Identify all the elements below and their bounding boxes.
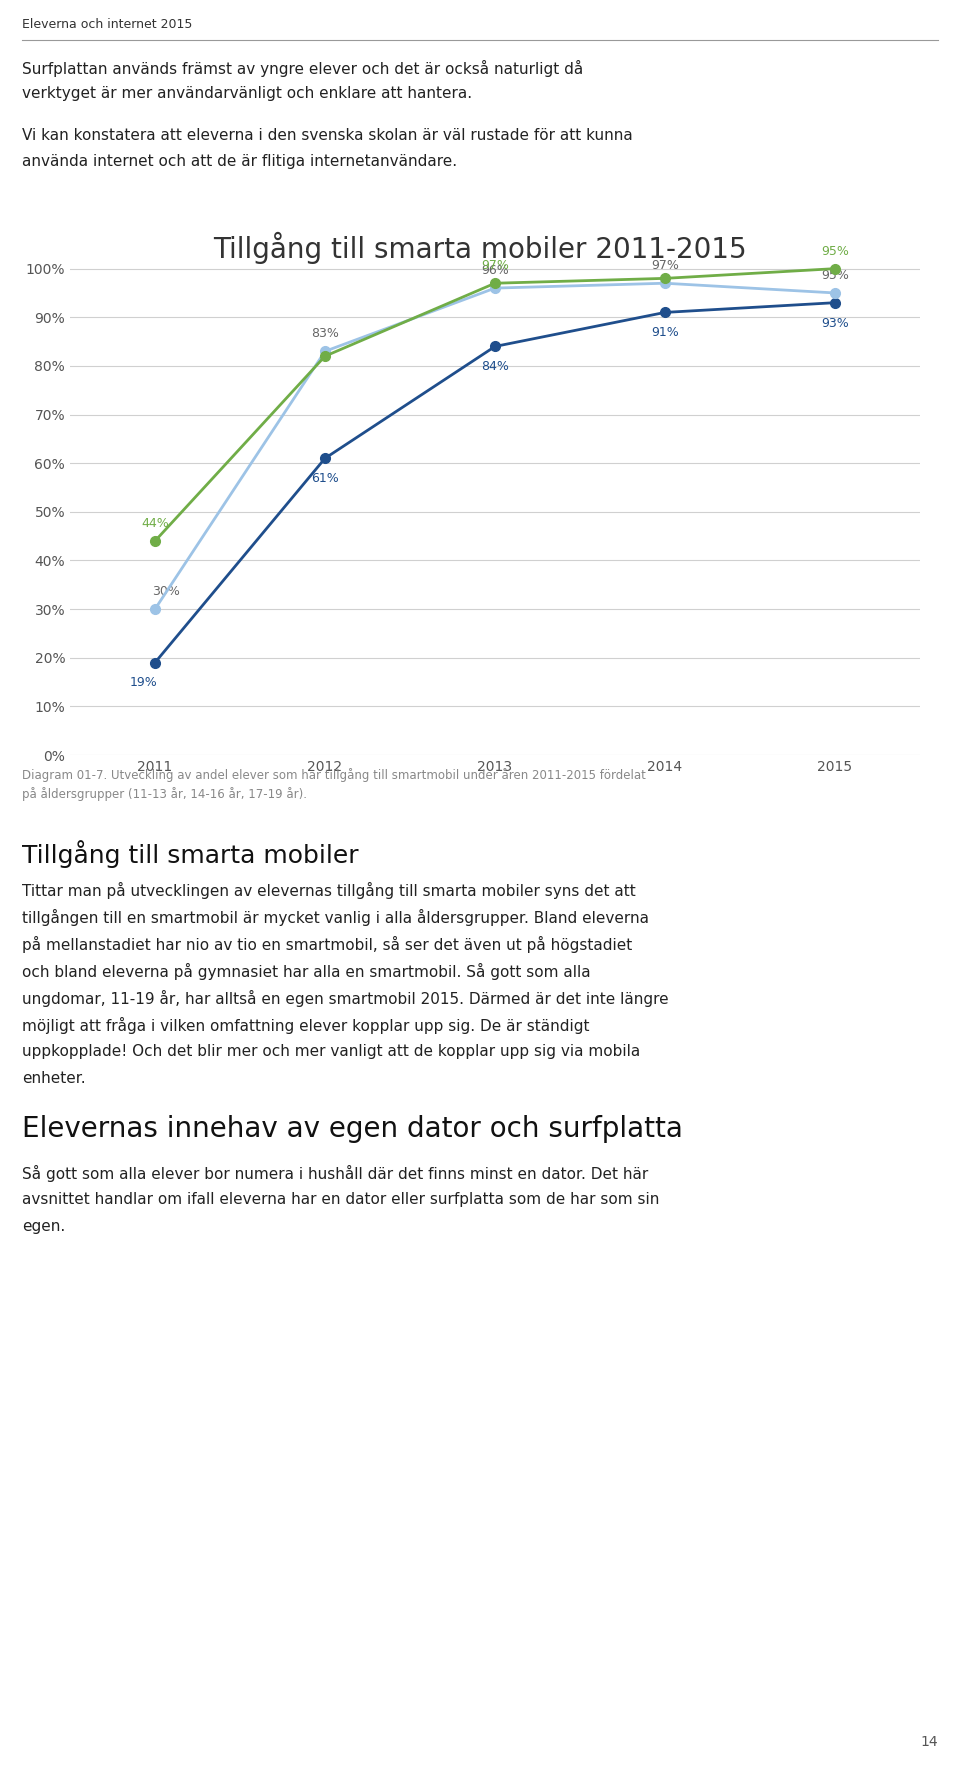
Text: 96%: 96% <box>481 264 509 278</box>
Text: 83%: 83% <box>311 327 339 340</box>
Text: 61%: 61% <box>311 472 339 485</box>
Text: 97%: 97% <box>651 258 679 272</box>
Text: Tillgång till smarta mobiler 2011-2015: Tillgång till smarta mobiler 2011-2015 <box>213 232 747 264</box>
Text: 95%: 95% <box>821 244 849 258</box>
Text: Elevernas innehav av egen dator och surfplatta: Elevernas innehav av egen dator och surf… <box>22 1114 683 1143</box>
Text: 14: 14 <box>921 1735 938 1750</box>
Text: 44%: 44% <box>141 517 169 531</box>
Text: Så gott som alla elever bor numera i hushåll där det finns minst en dator. Det h: Så gott som alla elever bor numera i hus… <box>22 1166 648 1182</box>
Text: egen.: egen. <box>22 1219 65 1235</box>
Text: Tillgång till smarta mobiler: Tillgång till smarta mobiler <box>22 840 359 869</box>
Text: verktyget är mer användarvänligt och enklare att hantera.: verktyget är mer användarvänligt och enk… <box>22 87 472 101</box>
Text: ungdomar, 11-19 år, har alltså en egen smartmobil 2015. Därmed är det inte längr: ungdomar, 11-19 år, har alltså en egen s… <box>22 991 668 1007</box>
Text: 19%: 19% <box>130 676 157 690</box>
Text: Eleverna och internet 2015: Eleverna och internet 2015 <box>22 18 192 32</box>
Text: tillgången till en smartmobil är mycket vanlig i alla åldersgrupper. Bland eleve: tillgången till en smartmobil är mycket … <box>22 909 649 925</box>
Text: 30%: 30% <box>153 586 180 598</box>
Text: uppkopplade! Och det blir mer och mer vanligt att de kopplar upp sig via mobila: uppkopplade! Och det blir mer och mer va… <box>22 1044 640 1060</box>
Text: avsnittet handlar om ifall eleverna har en dator eller surfplatta som de har som: avsnittet handlar om ifall eleverna har … <box>22 1192 660 1206</box>
Text: enheter.: enheter. <box>22 1070 85 1086</box>
Text: Diagram 01-7. Utveckling av andel elever som har tillgång till smartmobil under : Diagram 01-7. Utveckling av andel elever… <box>22 768 646 801</box>
Text: Vi kan konstatera att eleverna i den svenska skolan är väl rustade för att kunna: Vi kan konstatera att eleverna i den sve… <box>22 127 633 143</box>
Text: använda internet och att de är flitiga internetanvändare.: använda internet och att de är flitiga i… <box>22 154 457 170</box>
Text: 93%: 93% <box>821 317 849 329</box>
Text: 91%: 91% <box>651 325 679 340</box>
Text: 97%: 97% <box>481 258 509 272</box>
Text: Surfplattan används främst av yngre elever och det är också naturligt då: Surfplattan används främst av yngre elev… <box>22 60 584 78</box>
Text: Tittar man på utvecklingen av elevernas tillgång till smarta mobiler syns det at: Tittar man på utvecklingen av elevernas … <box>22 883 636 899</box>
Text: möjligt att fråga i vilken omfattning elever kopplar upp sig. De är ständigt: möjligt att fråga i vilken omfattning el… <box>22 1017 589 1035</box>
Text: och bland eleverna på gymnasiet har alla en smartmobil. Så gott som alla: och bland eleverna på gymnasiet har alla… <box>22 962 590 980</box>
Text: 95%: 95% <box>821 269 849 281</box>
Text: på mellanstadiet har nio av tio en smartmobil, så ser det även ut på högstadiet: på mellanstadiet har nio av tio en smart… <box>22 936 633 953</box>
Text: 84%: 84% <box>481 361 509 373</box>
